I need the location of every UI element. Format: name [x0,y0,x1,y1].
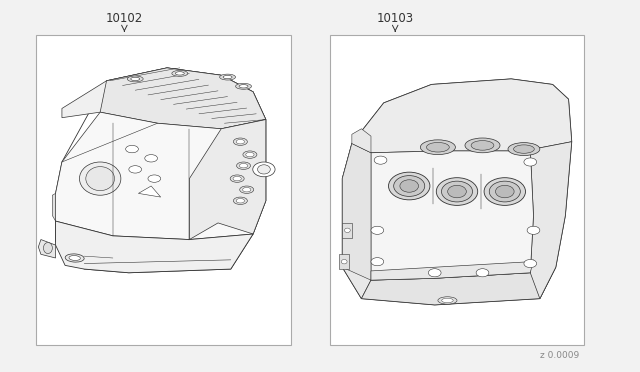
Ellipse shape [489,181,520,202]
Ellipse shape [394,176,425,196]
Ellipse shape [236,140,244,144]
Ellipse shape [237,162,250,169]
Polygon shape [524,142,572,299]
Polygon shape [56,221,253,273]
Ellipse shape [341,260,347,264]
Polygon shape [189,119,266,240]
Polygon shape [138,186,161,197]
Text: 10102: 10102 [106,12,143,25]
Ellipse shape [239,163,248,168]
Ellipse shape [388,172,430,200]
Ellipse shape [371,226,384,234]
Polygon shape [352,129,371,153]
Ellipse shape [527,226,540,234]
Ellipse shape [374,156,387,164]
Ellipse shape [257,165,270,174]
Polygon shape [371,149,534,280]
Ellipse shape [127,76,143,82]
Ellipse shape [223,76,232,79]
Polygon shape [52,193,56,221]
Ellipse shape [86,167,115,190]
Ellipse shape [442,181,472,202]
Ellipse shape [508,142,540,155]
Ellipse shape [371,258,384,266]
Polygon shape [100,68,266,129]
Bar [36,35,291,345]
Ellipse shape [400,180,419,192]
Circle shape [145,155,157,162]
Ellipse shape [220,74,236,80]
Ellipse shape [420,140,456,155]
Ellipse shape [524,158,537,166]
Ellipse shape [426,142,449,152]
Polygon shape [342,79,572,305]
Ellipse shape [243,187,251,192]
Ellipse shape [131,77,140,81]
Ellipse shape [448,185,467,198]
Polygon shape [342,144,371,280]
Ellipse shape [236,83,252,89]
Polygon shape [62,68,266,129]
Ellipse shape [233,176,241,181]
Bar [330,35,584,345]
Polygon shape [362,267,556,305]
Ellipse shape [436,178,477,205]
Ellipse shape [246,153,254,157]
Ellipse shape [44,243,52,254]
Text: 10103: 10103 [376,12,413,25]
Polygon shape [339,254,349,269]
Ellipse shape [442,298,453,303]
Polygon shape [38,240,56,258]
Ellipse shape [524,260,537,267]
Circle shape [148,175,161,182]
Ellipse shape [476,269,489,277]
Ellipse shape [69,256,81,260]
Ellipse shape [234,197,247,205]
Ellipse shape [65,254,84,262]
Circle shape [125,145,138,153]
Polygon shape [342,223,352,238]
Polygon shape [56,68,266,273]
Ellipse shape [240,186,253,193]
Polygon shape [352,79,572,153]
Ellipse shape [484,178,525,205]
Text: z 0.0009: z 0.0009 [540,350,579,359]
Ellipse shape [79,162,121,195]
Ellipse shape [428,269,441,277]
Ellipse shape [438,297,457,304]
Ellipse shape [471,141,494,150]
Ellipse shape [465,138,500,153]
Ellipse shape [253,162,275,177]
Polygon shape [56,112,266,240]
Circle shape [129,166,141,173]
Ellipse shape [172,70,188,76]
Ellipse shape [243,151,257,158]
Ellipse shape [239,85,248,88]
Ellipse shape [495,185,514,198]
Ellipse shape [236,199,244,203]
Polygon shape [342,144,371,299]
Ellipse shape [230,175,244,182]
Ellipse shape [513,145,534,153]
Polygon shape [371,260,534,280]
Ellipse shape [344,228,350,232]
Ellipse shape [175,72,184,75]
Ellipse shape [234,138,247,145]
